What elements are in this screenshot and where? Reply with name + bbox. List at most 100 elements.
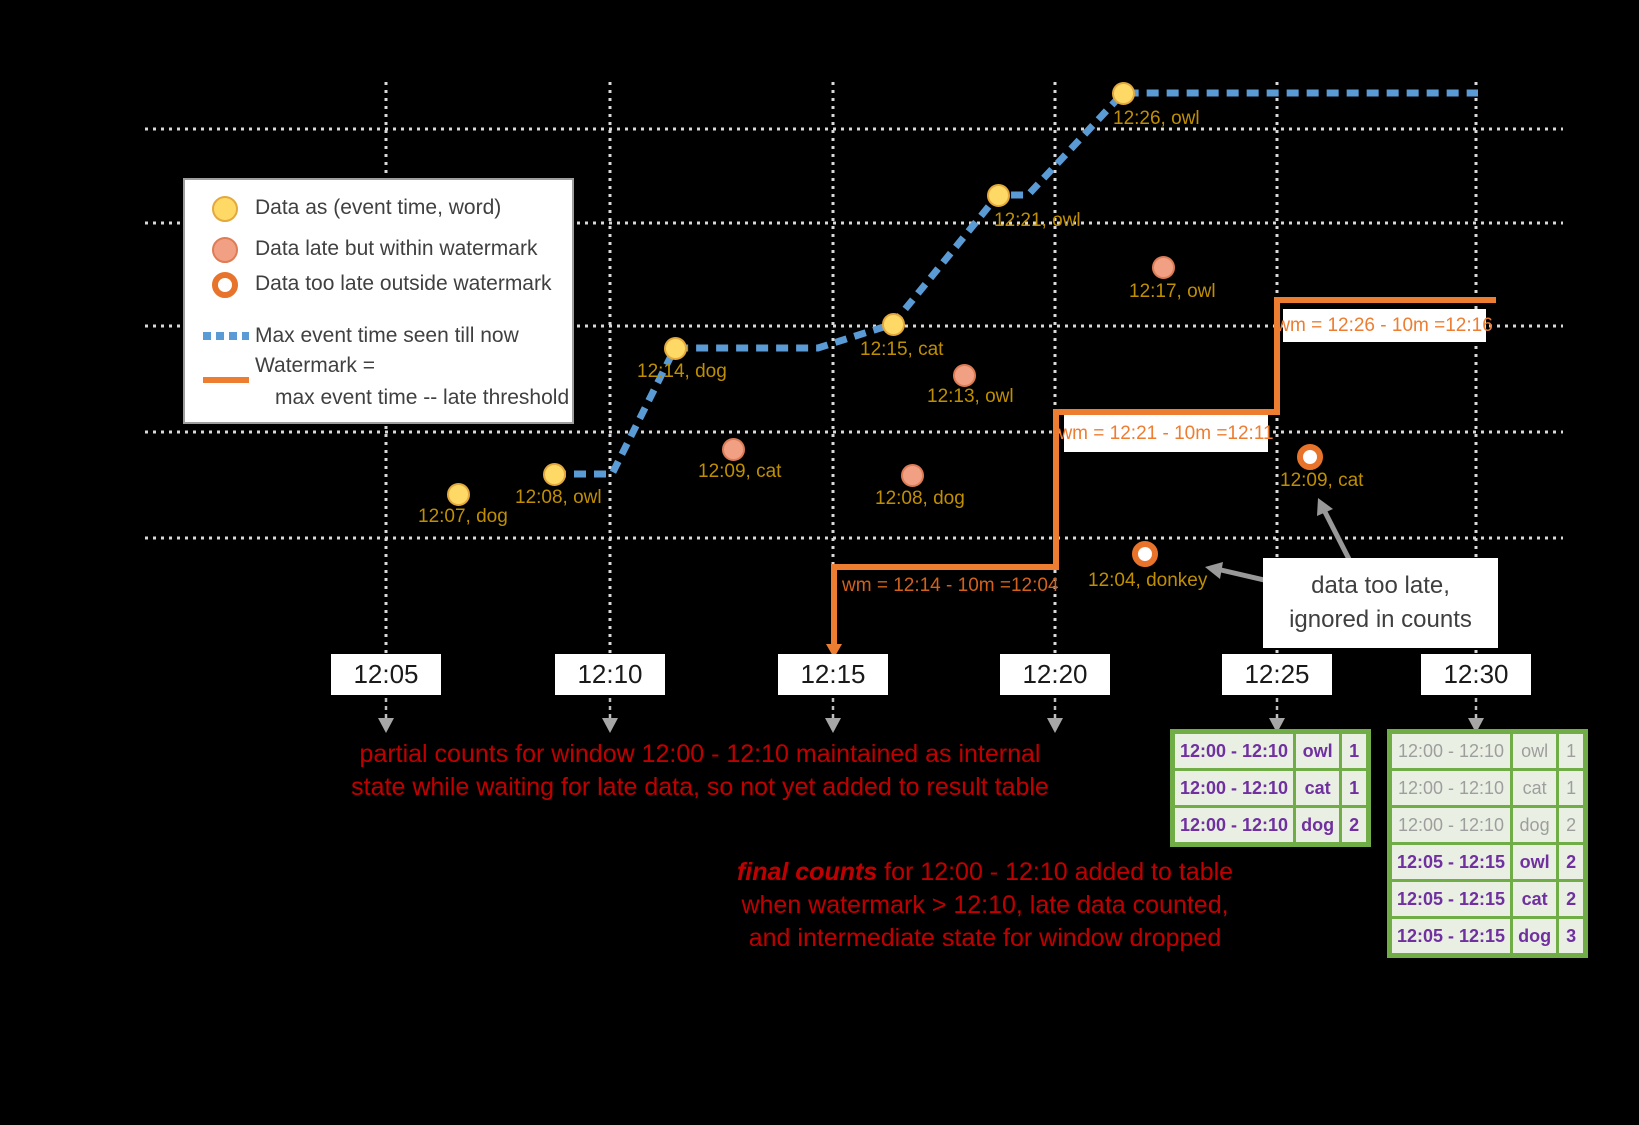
data-point-label: 12:21, owl bbox=[994, 210, 1081, 231]
count-cell: 1 bbox=[1556, 768, 1588, 808]
data-point-label: 12:09, cat bbox=[698, 461, 782, 482]
partial-counts-note-line1: partial counts for window 12:00 - 12:10 … bbox=[359, 740, 1041, 768]
word-cell: dog bbox=[1510, 805, 1560, 845]
table-row: 12:00 - 12:10 cat 1 bbox=[1387, 768, 1588, 808]
data-point-label: 12:15, cat bbox=[860, 339, 944, 360]
data-point bbox=[1297, 444, 1323, 470]
watermark-label-2: wm = 12:21 - 10m =12:11 bbox=[1058, 415, 1274, 452]
legend-item-on-time: Data as (event time, word) bbox=[255, 196, 502, 219]
watermark-line-icon bbox=[203, 377, 249, 383]
data-point-label: 12:04, donkey bbox=[1088, 570, 1208, 591]
data-point-label: 12:17, owl bbox=[1129, 281, 1216, 302]
axis-label-12-25: 12:25 bbox=[1222, 654, 1332, 695]
axis-label-12-30: 12:30 bbox=[1421, 654, 1531, 695]
word-cell: dog bbox=[1293, 805, 1343, 846]
legend-item-late: Data late but within watermark bbox=[255, 237, 538, 260]
window-cell: 12:00 - 12:10 bbox=[1387, 805, 1514, 845]
data-point bbox=[543, 463, 566, 486]
final-counts-emphasis: final counts bbox=[736, 858, 878, 886]
legend-item-watermark-line-2: max event time -- late threshold bbox=[275, 386, 570, 409]
count-cell: 2 bbox=[1556, 879, 1588, 919]
word-cell: cat bbox=[1510, 768, 1560, 808]
count-cell: 3 bbox=[1556, 916, 1588, 957]
final-counts-note: final counts for 12:00 - 12:10 added to … bbox=[695, 856, 1275, 955]
result-table-12-30: 12:00 - 12:10 owl 1 12:00 - 12:10 cat 1 … bbox=[1387, 729, 1589, 958]
too-late-callout-line2: ignored in counts bbox=[1289, 606, 1472, 633]
count-cell: 1 bbox=[1339, 768, 1371, 808]
count-cell: 2 bbox=[1556, 805, 1588, 845]
table-row: 12:00 - 12:10 owl 1 bbox=[1387, 730, 1588, 771]
watermark-line bbox=[826, 297, 1496, 658]
data-point-label: 12:26, owl bbox=[1113, 108, 1200, 129]
window-cell: 12:05 - 12:15 bbox=[1387, 879, 1514, 919]
partial-counts-note-line2: state while waiting for late data, so no… bbox=[351, 773, 1049, 801]
data-point-label: 12:09, cat bbox=[1280, 470, 1364, 491]
legend-item-max-event-line: Max event time seen till now bbox=[255, 324, 519, 347]
legend-item-watermark-line: Watermark = bbox=[255, 354, 375, 377]
window-cell: 12:00 - 12:10 bbox=[1387, 768, 1514, 808]
axis-arrows bbox=[378, 698, 1484, 733]
data-point-label: 12:08, dog bbox=[875, 488, 965, 509]
max-event-time-line bbox=[554, 89, 1478, 478]
data-point-label: 12:08, owl bbox=[515, 487, 602, 508]
max-event-line-icon bbox=[203, 332, 249, 340]
watermark-label-1: wm = 12:14 - 10m =12:04 bbox=[842, 575, 1059, 596]
data-point-label: 12:14, dog bbox=[637, 361, 727, 382]
final-counts-note-line3: and intermediate state for window droppe… bbox=[748, 924, 1222, 952]
too-late-callout: data too late, ignored in counts bbox=[1263, 558, 1498, 648]
data-point-label: 12:07, dog bbox=[418, 506, 508, 527]
window-cell: 12:05 - 12:15 bbox=[1387, 916, 1514, 957]
late-point-icon bbox=[212, 237, 238, 263]
partial-counts-note: partial counts for window 12:00 - 12:10 … bbox=[250, 738, 1150, 804]
watermark-arrowhead bbox=[826, 644, 842, 658]
data-point bbox=[901, 464, 924, 487]
final-counts-note-line1: final counts for 12:00 - 12:10 added to … bbox=[695, 856, 1275, 889]
count-cell: 2 bbox=[1339, 805, 1371, 846]
table-row: 12:00 - 12:10 dog 2 bbox=[1170, 805, 1371, 846]
window-cell: 12:00 - 12:10 bbox=[1170, 768, 1297, 808]
final-counts-note-line2: when watermark > 12:10, late data counte… bbox=[741, 891, 1229, 919]
data-point bbox=[987, 184, 1010, 207]
data-point bbox=[1152, 256, 1175, 279]
data-point bbox=[1112, 82, 1135, 105]
data-point bbox=[664, 337, 687, 360]
window-cell: 12:05 - 12:15 bbox=[1387, 842, 1514, 882]
word-cell: owl bbox=[1510, 842, 1560, 882]
word-cell: cat bbox=[1293, 768, 1343, 808]
window-cell: 12:00 - 12:10 bbox=[1170, 805, 1297, 846]
too-late-callout-line1: data too late, bbox=[1311, 572, 1450, 599]
data-point bbox=[722, 438, 745, 461]
legend-item-too-late: Data too late outside watermark bbox=[255, 272, 552, 295]
legend: Data as (event time, word) Data late but… bbox=[183, 178, 574, 424]
window-cell: 12:00 - 12:10 bbox=[1387, 730, 1514, 771]
watermark-label-3: wm = 12:26 - 10m =12:16 bbox=[1276, 309, 1493, 342]
count-cell: 2 bbox=[1556, 842, 1588, 882]
on-time-point-icon bbox=[212, 196, 238, 222]
table-row: 12:05 - 12:15 cat 2 bbox=[1387, 879, 1588, 919]
table-row: 12:00 - 12:10 owl 1 bbox=[1170, 730, 1371, 771]
axis-label-12-05: 12:05 bbox=[331, 654, 441, 695]
table-row: 12:05 - 12:15 owl 2 bbox=[1387, 842, 1588, 882]
window-cell: 12:00 - 12:10 bbox=[1170, 730, 1297, 771]
axis-label-12-10: 12:10 bbox=[555, 654, 665, 695]
data-point bbox=[882, 313, 905, 336]
word-cell: owl bbox=[1510, 730, 1560, 771]
count-cell: 1 bbox=[1339, 730, 1371, 771]
word-cell: owl bbox=[1293, 730, 1343, 771]
data-point bbox=[1132, 541, 1158, 567]
data-point bbox=[953, 364, 976, 387]
data-point bbox=[447, 483, 470, 506]
axis-label-12-20: 12:20 bbox=[1000, 654, 1110, 695]
table-row: 12:05 - 12:15 dog 3 bbox=[1387, 916, 1588, 957]
table-row: 12:00 - 12:10 dog 2 bbox=[1387, 805, 1588, 845]
table-row: 12:00 - 12:10 cat 1 bbox=[1170, 768, 1371, 808]
word-cell: cat bbox=[1510, 879, 1560, 919]
data-point-label: 12:13, owl bbox=[927, 386, 1014, 407]
final-counts-line1-rest: for 12:00 - 12:10 added to table bbox=[877, 858, 1234, 886]
result-table-12-25: 12:00 - 12:10 owl 1 12:00 - 12:10 cat 1 … bbox=[1170, 729, 1372, 847]
too-late-point-icon bbox=[212, 272, 238, 298]
count-cell: 1 bbox=[1556, 730, 1588, 771]
word-cell: dog bbox=[1510, 916, 1560, 957]
axis-label-12-15: 12:15 bbox=[778, 654, 888, 695]
